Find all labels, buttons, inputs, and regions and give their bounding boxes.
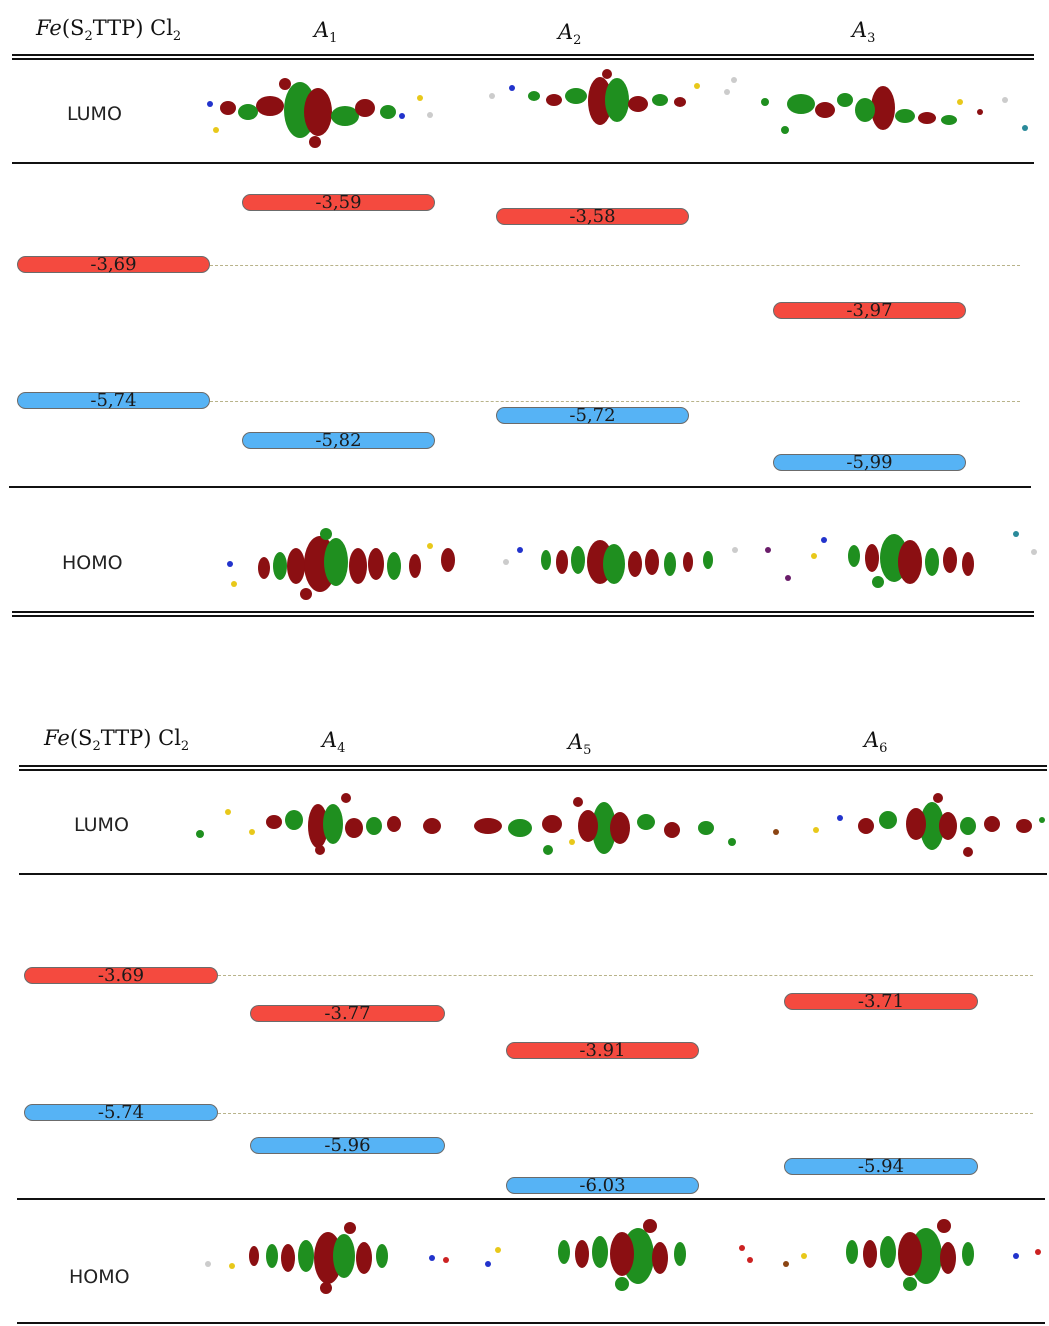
reference-lumo-bar: -3,69	[17, 256, 210, 274]
lumo-row-label-2: LUMO	[74, 814, 129, 836]
lumo-bar-a3: -3,97	[773, 302, 966, 320]
homo-top-rule-2	[17, 1198, 1045, 1200]
reference-homo-bar: -5,74	[17, 392, 210, 410]
lumo-bar-a5: -3.91	[506, 1042, 699, 1060]
lumo-orbital-a4	[196, 793, 441, 855]
lumo-bar-a2: -3,58	[496, 208, 689, 226]
homo-orbital-a4	[205, 1222, 449, 1294]
lumo-bottom-rule	[12, 162, 1034, 164]
bottom-double-rule	[12, 611, 1034, 613]
lumo-orbital-a5	[474, 797, 736, 855]
reference-homo-guide	[210, 401, 1020, 402]
reference-header-2: Fe(S2TTP) Cl2	[44, 726, 190, 755]
reference-lumo-bar-2: -3.69	[24, 967, 218, 985]
lumo-orbital-a1	[207, 78, 433, 148]
homo-bar-a4: -5.96	[250, 1137, 445, 1155]
homo-orbital-a1	[227, 528, 455, 600]
top-double-rule-p2	[19, 765, 1047, 767]
reference-homo-guide-2	[218, 1113, 1033, 1114]
lumo-bar-a6: -3.71	[784, 993, 978, 1011]
column-header-a5: A5	[568, 730, 592, 759]
lumo-row-label: LUMO	[67, 103, 122, 125]
lumo-orbital-a6	[773, 793, 1045, 857]
column-header-a2: A2	[558, 20, 582, 49]
top-double-rule-p2-2	[19, 769, 1047, 771]
homo-orbital-a5	[485, 1219, 753, 1291]
homo-top-rule	[9, 486, 1031, 488]
lumo-bar-a1: -3,59	[242, 194, 435, 212]
homo-orbital-a6	[783, 1219, 1041, 1291]
homo-bar-a1: -5,82	[242, 432, 435, 450]
reference-lumo-guide	[210, 265, 1020, 266]
lumo-orbital-a3	[761, 86, 1028, 134]
homo-row-label-2: HOMO	[69, 1266, 130, 1288]
homo-bar-a6: -5.94	[784, 1158, 978, 1176]
homo-bar-a3: -5,99	[773, 454, 966, 472]
column-header-a4: A4	[322, 728, 346, 757]
bottom-double-rule-2	[12, 615, 1034, 617]
reference-homo-bar-2: -5.74	[24, 1104, 218, 1122]
homo-orbital-a3	[765, 531, 1037, 588]
reference-header: Fe(S2TTP) Cl2	[36, 16, 182, 45]
lumo-bottom-rule-2	[19, 873, 1047, 875]
lumo-bar-a4: -3.77	[250, 1005, 445, 1023]
column-header-a1: A1	[314, 18, 338, 47]
homo-bar-a5: -6.03	[506, 1177, 699, 1195]
lumo-orbital-a2	[489, 69, 737, 125]
top-double-rule-2	[12, 58, 1034, 60]
homo-orbital-a2	[503, 540, 738, 584]
bottom-rule-2	[17, 1322, 1045, 1324]
reference-lumo-guide-2	[218, 975, 1033, 976]
homo-row-label: HOMO	[62, 552, 123, 574]
top-double-rule	[12, 54, 1034, 56]
column-header-a3: A3	[852, 18, 876, 47]
column-header-a6: A6	[864, 728, 888, 757]
homo-bar-a2: -5,72	[496, 407, 689, 425]
